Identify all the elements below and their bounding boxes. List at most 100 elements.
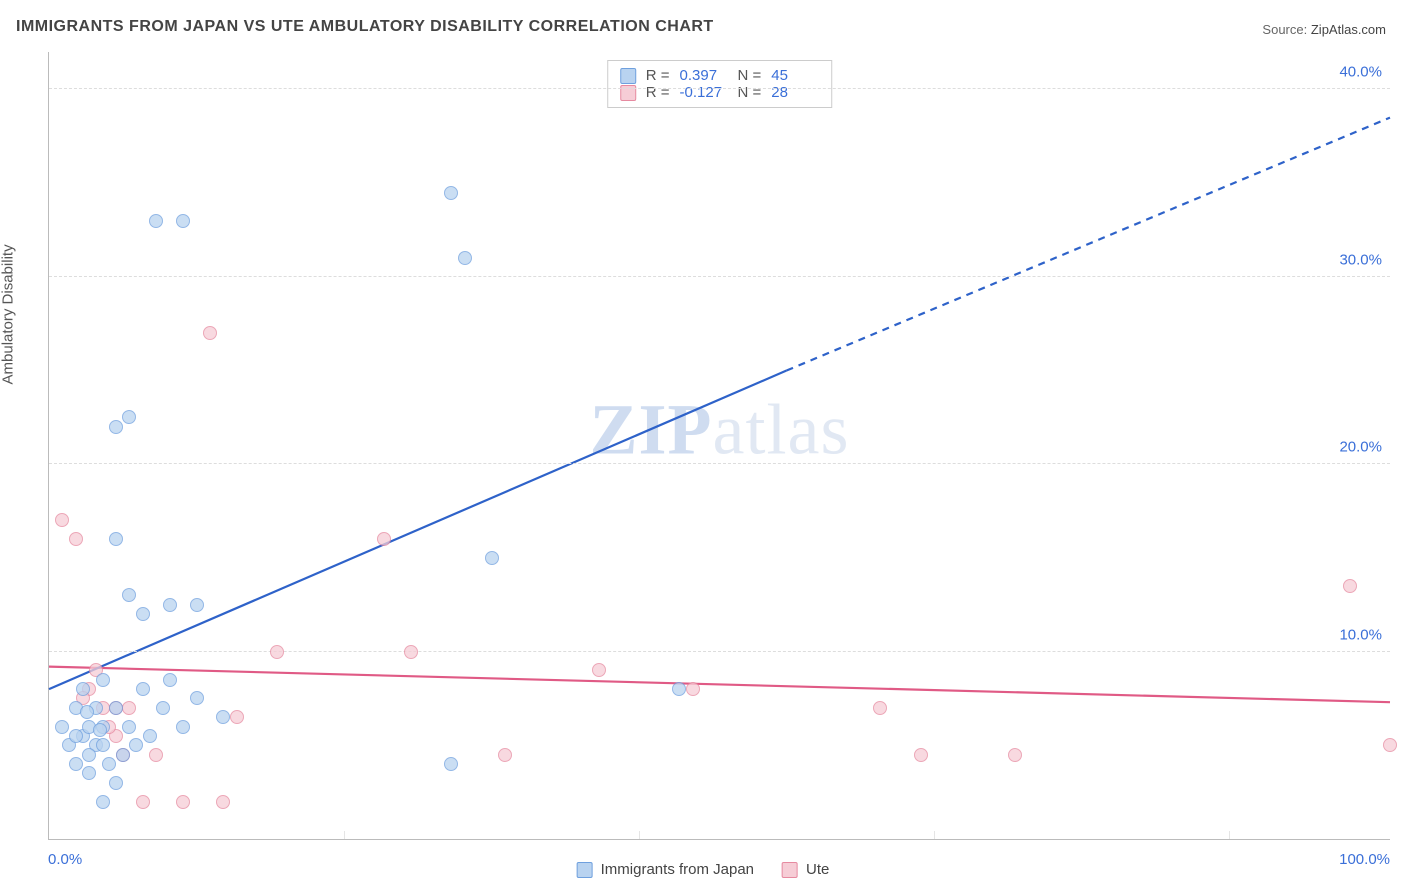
data-point-blue <box>80 705 94 719</box>
correlation-legend: R = 0.397 N = 45 R = -0.127 N = 28 <box>607 60 833 108</box>
source-attribution: Source: ZipAtlas.com <box>1262 22 1386 37</box>
source-value: ZipAtlas.com <box>1311 22 1386 37</box>
data-point-blue <box>136 682 150 696</box>
data-point-pink <box>176 795 190 809</box>
watermark-bold: ZIP <box>590 389 713 469</box>
data-point-blue <box>122 720 136 734</box>
y-tick-label: 20.0% <box>1339 439 1382 456</box>
chart-title: IMMIGRANTS FROM JAPAN VS UTE AMBULATORY … <box>16 18 714 36</box>
watermark-light: atlas <box>713 389 850 469</box>
n-value-pink: 28 <box>771 84 819 101</box>
y-tick-label: 10.0% <box>1339 626 1382 643</box>
data-point-blue <box>143 729 157 743</box>
data-point-blue <box>102 757 116 771</box>
data-point-pink <box>55 513 69 527</box>
data-point-blue <box>122 588 136 602</box>
series-legend: Immigrants from Japan Ute <box>577 861 830 878</box>
legend-row-blue: R = 0.397 N = 45 <box>620 67 820 84</box>
gridline-h <box>49 276 1390 277</box>
data-point-pink <box>149 748 163 762</box>
gridline-h <box>49 88 1390 89</box>
data-point-blue <box>176 720 190 734</box>
r-label: R = <box>646 67 670 84</box>
data-point-blue <box>176 214 190 228</box>
data-point-blue <box>444 186 458 200</box>
data-point-blue <box>163 598 177 612</box>
data-point-blue <box>96 673 110 687</box>
data-point-blue <box>76 682 90 696</box>
series-label-pink: Ute <box>806 861 829 878</box>
y-tick-label: 30.0% <box>1339 251 1382 268</box>
data-point-blue <box>69 757 83 771</box>
data-point-blue <box>109 420 123 434</box>
data-point-pink <box>1383 738 1397 752</box>
data-point-pink <box>136 795 150 809</box>
data-point-blue <box>96 738 110 752</box>
data-point-blue <box>190 598 204 612</box>
gridline-h <box>49 651 1390 652</box>
watermark: ZIPatlas <box>590 388 850 471</box>
data-point-blue <box>136 607 150 621</box>
trend-lines <box>49 52 1390 839</box>
y-tick-label: 40.0% <box>1339 64 1382 81</box>
swatch-pink-icon <box>620 85 636 101</box>
n-value-blue: 45 <box>771 67 819 84</box>
data-point-pink <box>592 663 606 677</box>
swatch-blue-icon <box>577 862 593 878</box>
n-label: N = <box>738 84 762 101</box>
data-point-blue <box>109 776 123 790</box>
data-point-blue <box>93 723 107 737</box>
gridline-v <box>639 831 640 839</box>
legend-item-blue: Immigrants from Japan <box>577 861 754 878</box>
data-point-pink <box>873 701 887 715</box>
swatch-blue-icon <box>620 68 636 84</box>
data-point-pink <box>270 645 284 659</box>
data-point-blue <box>458 251 472 265</box>
data-point-blue <box>163 673 177 687</box>
data-point-blue <box>109 701 123 715</box>
data-point-pink <box>686 682 700 696</box>
r-label: R = <box>646 84 670 101</box>
data-point-blue <box>96 795 110 809</box>
data-point-pink <box>404 645 418 659</box>
source-label: Source: <box>1262 22 1307 37</box>
data-point-blue <box>55 720 69 734</box>
legend-row-pink: R = -0.127 N = 28 <box>620 84 820 101</box>
swatch-pink-icon <box>782 862 798 878</box>
gridline-v <box>934 831 935 839</box>
series-label-blue: Immigrants from Japan <box>601 861 754 878</box>
data-point-blue <box>129 738 143 752</box>
data-point-blue <box>216 710 230 724</box>
data-point-pink <box>377 532 391 546</box>
r-value-blue: 0.397 <box>680 67 728 84</box>
r-value-pink: -0.127 <box>680 84 728 101</box>
x-tick-max: 100.0% <box>1339 851 1390 868</box>
data-point-pink <box>230 710 244 724</box>
data-point-pink <box>914 748 928 762</box>
data-point-blue <box>190 691 204 705</box>
data-point-blue <box>149 214 163 228</box>
data-point-blue <box>109 532 123 546</box>
y-axis-label: Ambulatory Disability <box>0 244 17 384</box>
data-point-blue <box>672 682 686 696</box>
data-point-blue <box>485 551 499 565</box>
gridline-h <box>49 463 1390 464</box>
data-point-blue <box>116 748 130 762</box>
n-label: N = <box>738 67 762 84</box>
data-point-pink <box>1343 579 1357 593</box>
data-point-pink <box>1008 748 1022 762</box>
x-tick-min: 0.0% <box>48 851 82 868</box>
data-point-pink <box>498 748 512 762</box>
data-point-blue <box>444 757 458 771</box>
gridline-v <box>1229 831 1230 839</box>
scatter-plot-area: ZIPatlas R = 0.397 N = 45 R = -0.127 N =… <box>48 52 1390 840</box>
gridline-v <box>344 831 345 839</box>
data-point-pink <box>203 326 217 340</box>
data-point-blue <box>122 410 136 424</box>
data-point-pink <box>216 795 230 809</box>
data-point-blue <box>69 729 83 743</box>
data-point-blue <box>82 766 96 780</box>
data-point-blue <box>156 701 170 715</box>
data-point-blue <box>82 748 96 762</box>
legend-item-pink: Ute <box>782 861 829 878</box>
